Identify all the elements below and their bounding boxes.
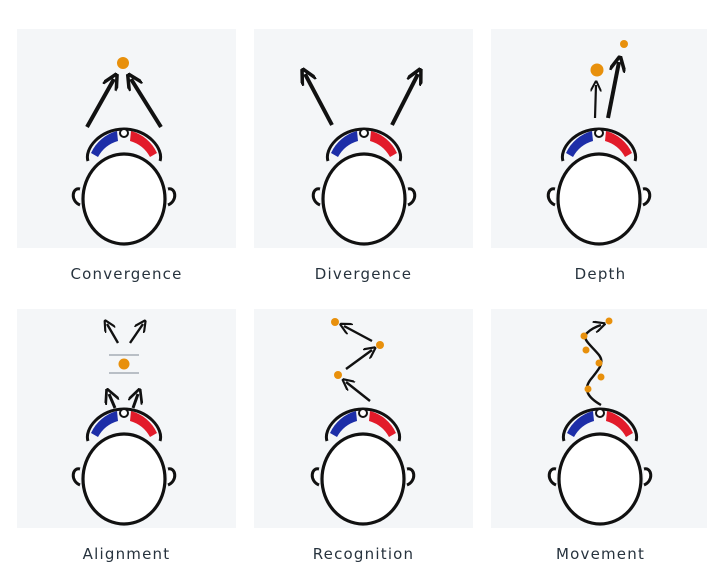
depth-label: Depth [574,265,627,283]
convergence-card [17,29,236,248]
right-eye-arrow [131,79,163,129]
recognition-card [254,309,473,528]
path-dot-3 [595,359,603,367]
path-dot-2 [597,373,605,381]
near-target-dot [590,63,604,77]
head-icon [547,407,653,526]
convergence-illustration [71,57,177,246]
path-dot-4 [582,346,590,354]
recognition-illustration [310,318,416,526]
head-icon [311,127,417,246]
depth-illustration [546,40,652,246]
recognition-label: Recognition [312,545,415,563]
gaze-arrow-2 [345,350,372,370]
head-icon [310,407,416,526]
gaze-arrow-1 [346,382,371,402]
left-eye-arrow [109,394,115,409]
near-gaze-arrow [595,85,596,119]
left-upper-arrow [107,324,120,344]
left-eye-arrow [305,74,334,126]
right-eye-arrow [133,394,138,409]
divergence-illustration [254,29,473,246]
head-icon [546,127,652,246]
depth-card [491,29,707,248]
right-eye-arrow [390,74,418,126]
divergence-card [254,29,473,248]
path-dot-6 [605,317,613,325]
left-eye-arrow [85,79,114,128]
alignment-illustration [71,309,177,526]
target-dot [117,57,129,69]
convergence-label: Convergence [70,265,183,283]
movement-card [491,309,707,528]
head-icon [71,127,177,246]
divergence-label: Divergence [314,265,413,283]
movement-illustration [547,317,653,526]
gaze-arrow-3 [344,326,373,343]
far-gaze-arrow [606,62,619,119]
path-dot-1 [584,385,592,393]
right-upper-arrow [129,324,143,344]
fixation-dot-1 [334,371,342,379]
alignment-label: Alignment [82,545,171,563]
alignment-card [17,309,236,528]
far-target-dot [620,40,628,48]
target-dot [118,358,130,370]
path-dot-5 [580,332,588,340]
fixation-dot-3 [331,318,339,326]
head-icon [71,407,177,526]
fixation-dot-2 [376,341,384,349]
movement-label: Movement [555,545,646,563]
